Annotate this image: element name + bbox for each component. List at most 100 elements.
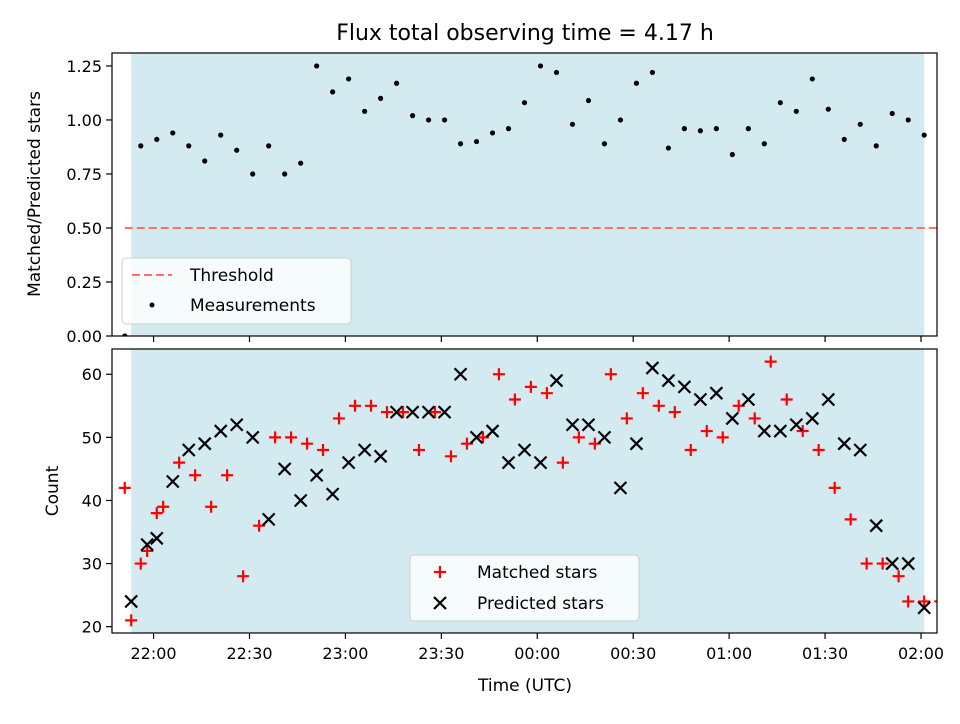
measurement-point (921, 132, 927, 138)
measurement-point (793, 108, 799, 114)
matched-star-point (636, 387, 649, 400)
measurement-point (681, 126, 687, 132)
plot-frame (111, 52, 938, 337)
predicted-star-point (124, 594, 138, 609)
predicted-star-point (901, 556, 915, 571)
predicted-star-point (325, 487, 340, 501)
predicted-star-point (181, 443, 196, 457)
measurement-point (809, 76, 815, 82)
predicted-star-point (661, 373, 676, 388)
x-tick-label: 00:30 (610, 644, 656, 663)
matched-star-point (508, 393, 521, 406)
measurement-point (954, 333, 959, 338)
predicted-star-point (469, 430, 484, 445)
measurement-point (266, 143, 272, 149)
predicted-star-point (245, 430, 260, 445)
predicted-star-point (757, 424, 772, 438)
matched-star-point (748, 412, 761, 425)
matched-star-point (349, 399, 362, 412)
measurement-point (457, 141, 464, 147)
predicted-star-point (597, 430, 612, 445)
predicted-star-point (261, 512, 276, 527)
y-tick-label: 0.75 (66, 165, 102, 184)
matched-star-point (934, 600, 937, 603)
measurement-point (441, 117, 448, 123)
predicted-star-point (805, 411, 820, 426)
legend-measurements-label: Measurements (190, 296, 316, 316)
matched-star-point (285, 431, 298, 444)
predicted-star-point (501, 455, 516, 470)
predicted-star-point (645, 361, 660, 375)
chart-title: Flux total observing time = 4.17 h (336, 21, 714, 46)
predicted-star-point (565, 417, 580, 432)
matched-star-point (301, 437, 314, 450)
predicted-star-point (149, 531, 164, 546)
measurement-point (649, 69, 656, 76)
y-tick-label: 0.50 (66, 219, 102, 238)
measurement-point (665, 145, 671, 151)
measurement-point (138, 143, 144, 149)
matched-star-point (444, 450, 457, 463)
y-tick-label: 1.25 (66, 57, 102, 76)
legend-predicted-swatch (433, 596, 447, 610)
matched-star-point (333, 412, 346, 425)
predicted-star-point (421, 405, 436, 419)
matched-star-point (684, 443, 697, 456)
matched-star-point (892, 570, 905, 583)
measurement-point (473, 138, 480, 145)
predicted-star-point (837, 436, 852, 451)
predicted-star-point (853, 443, 868, 457)
predicted-star-point (485, 424, 500, 438)
measurement-point (761, 141, 767, 147)
measurement-point (186, 143, 192, 149)
legend-bottom-frame (409, 554, 640, 622)
measurement-point (362, 108, 368, 114)
matched-star-point (902, 595, 915, 608)
measurement-point (250, 171, 256, 177)
measurement-point (521, 100, 528, 106)
x-axis-label: Time (UTC) (477, 676, 572, 696)
matched-star-point (365, 399, 378, 412)
legend-threshold-label: Threshold (189, 266, 274, 286)
predicted-star-point (789, 417, 804, 432)
measurement-point (346, 76, 352, 82)
predicted-star-point (341, 455, 356, 470)
measurement-point (330, 89, 336, 95)
matched-star-point (396, 406, 409, 419)
predicted-star-point (229, 417, 244, 432)
matched-star-point (540, 387, 553, 400)
predicted-star-point (165, 474, 180, 489)
measurement-point (425, 117, 432, 123)
matched-star-point (716, 431, 729, 444)
matched-star-point (524, 380, 537, 393)
y-tick-label: 0.25 (66, 273, 102, 292)
predicted-star-point (517, 443, 532, 457)
measurement-point (170, 130, 176, 136)
measurement-point (378, 95, 384, 101)
predicted-star-point (197, 436, 212, 451)
x-tick-label: 23:30 (418, 644, 464, 663)
predicted-star-point (389, 405, 404, 419)
y-tick-label: 1.00 (66, 111, 102, 130)
measurement-point (825, 106, 831, 112)
matched-star-point (844, 513, 857, 526)
matched-star-point (950, 595, 960, 607)
x-tick-label: 22:00 (131, 644, 177, 663)
predicted-star-point (309, 468, 324, 482)
x-tick-label: 02:00 (898, 644, 944, 663)
predicted-star-point (453, 367, 468, 382)
matched-star-point (428, 406, 441, 419)
matched-star-point (492, 368, 505, 381)
x-tick-label: 01:30 (802, 644, 848, 663)
predicted-star-point (437, 405, 452, 419)
matched-star-point (150, 507, 163, 520)
legend-measurements-swatch (149, 302, 155, 308)
measurement-point (601, 141, 608, 147)
x-tick-label: 00:00 (514, 644, 560, 663)
predicted-star-point (533, 455, 548, 470)
matched-star-point (317, 443, 330, 456)
measurement-point (841, 136, 847, 143)
predicted-star-point (613, 481, 628, 495)
measurement-point (202, 158, 208, 164)
